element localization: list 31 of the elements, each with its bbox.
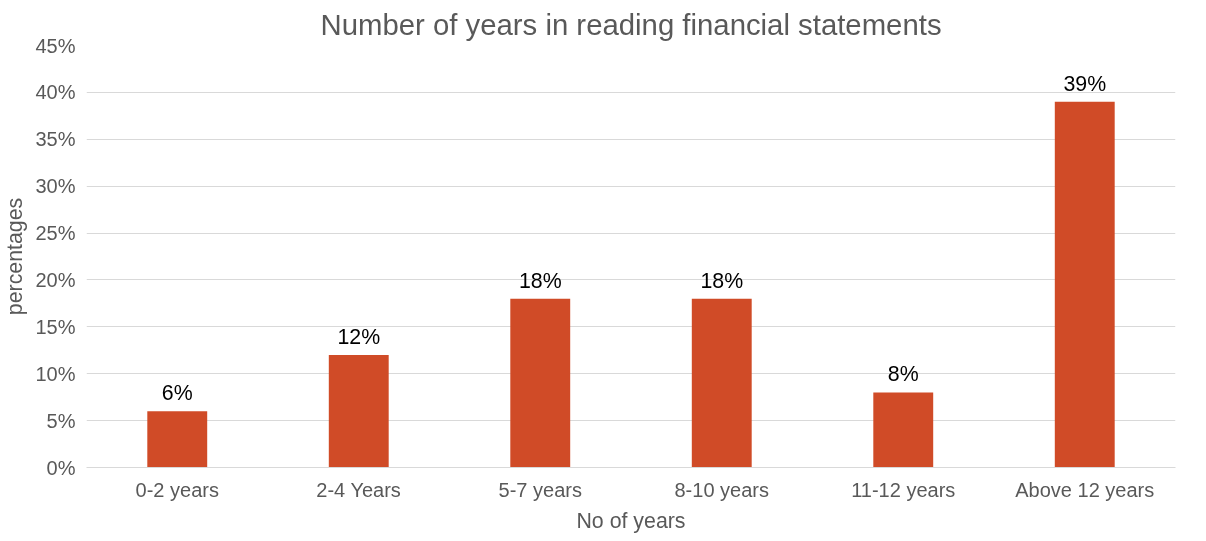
y-tick-label: 30% bbox=[35, 175, 76, 198]
y-tick-label: 35% bbox=[35, 128, 76, 151]
y-tick-label: 5% bbox=[46, 409, 76, 432]
y-axis-title: percentages bbox=[3, 197, 28, 316]
data-label: 18% bbox=[518, 268, 562, 293]
data-label: 6% bbox=[161, 381, 193, 406]
x-tick-label: Above 12 years bbox=[1015, 478, 1155, 501]
bar bbox=[691, 298, 752, 468]
bar bbox=[873, 392, 934, 468]
x-tick-label: 5-7 years bbox=[498, 478, 582, 501]
data-label: 39% bbox=[1063, 71, 1107, 96]
bar bbox=[147, 411, 208, 468]
x-axis-title: No of years bbox=[576, 508, 686, 533]
x-tick-label: 0-2 years bbox=[135, 478, 219, 501]
y-tick-label: 40% bbox=[35, 81, 76, 104]
x-tick-label: 8-10 years bbox=[674, 478, 769, 501]
x-tick-label: 2-4 Years bbox=[316, 478, 401, 501]
y-tick-label: 15% bbox=[35, 315, 76, 338]
y-tick-label: 25% bbox=[35, 222, 76, 245]
y-tick-label: 0% bbox=[46, 456, 76, 479]
bar bbox=[328, 354, 389, 468]
x-tick-label: 11-12 years bbox=[851, 478, 956, 501]
y-tick-label: 10% bbox=[35, 362, 76, 385]
bar bbox=[1054, 101, 1115, 468]
y-tick-label: 20% bbox=[35, 268, 76, 291]
bar bbox=[510, 298, 571, 468]
data-label: 8% bbox=[887, 362, 919, 387]
y-tick-label: 45% bbox=[35, 34, 76, 57]
data-label: 12% bbox=[337, 324, 381, 349]
data-label: 18% bbox=[700, 268, 744, 293]
chart-title: Number of years in reading financial statements bbox=[320, 7, 942, 41]
